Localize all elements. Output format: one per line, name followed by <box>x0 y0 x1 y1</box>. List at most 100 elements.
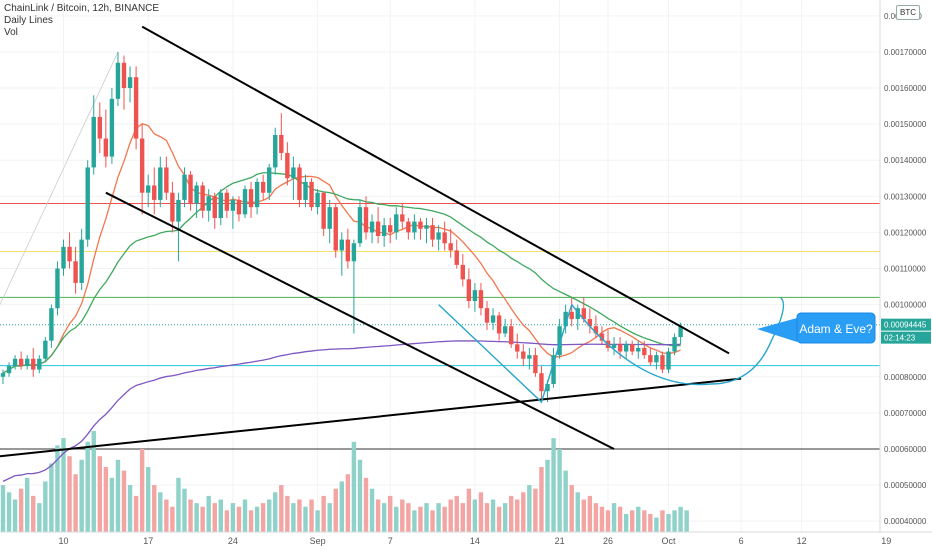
volume-bar <box>369 488 375 532</box>
candle-body <box>484 308 490 323</box>
volume-bar <box>164 499 169 532</box>
candle-body <box>170 192 175 222</box>
candle-body <box>49 308 54 341</box>
candle-body <box>327 207 332 229</box>
candle-body <box>18 358 24 366</box>
indicator-volume[interactable]: Vol <box>4 27 18 38</box>
volume-bar <box>73 474 78 532</box>
volume-bar <box>279 485 284 532</box>
price-tick-label: 0.00100000 <box>884 301 927 310</box>
volume-bar <box>623 513 629 532</box>
volume-bar <box>587 495 593 532</box>
ma-long-line <box>2 172 681 374</box>
volume-bar <box>642 510 647 532</box>
volume-bar <box>91 430 96 532</box>
candle-body <box>436 232 441 240</box>
candle-body <box>12 358 18 366</box>
candle-body <box>630 344 635 352</box>
volume-bar <box>545 459 550 532</box>
candle-body <box>152 185 157 200</box>
volume-bar <box>418 506 423 532</box>
volume-bar <box>521 492 526 532</box>
volume-bar <box>666 513 671 532</box>
candle-body <box>273 134 278 168</box>
time-tick-label: 10 <box>58 536 68 546</box>
candle-body <box>381 225 387 237</box>
volume-bar <box>18 488 24 532</box>
ma-200-line <box>2 340 681 482</box>
volume-bar <box>472 499 478 532</box>
candle-body <box>642 347 647 356</box>
volume-bar <box>248 510 254 532</box>
volume-bar <box>285 495 290 532</box>
candle-body <box>248 189 254 208</box>
adam-v-shape <box>438 304 573 404</box>
volume-bar <box>55 445 60 532</box>
volume-bar <box>303 506 308 532</box>
candle-body <box>260 181 266 193</box>
volume-bar <box>660 510 665 532</box>
candle-body <box>31 358 36 370</box>
candle-body <box>242 189 248 215</box>
volume-bar <box>630 510 635 532</box>
candle-body <box>375 221 381 237</box>
candle-body <box>194 185 199 204</box>
callout-text: Adam & Eve? <box>799 322 873 336</box>
volume-bar <box>478 492 484 532</box>
eve-cup-shape <box>571 296 785 386</box>
candle-body <box>406 221 411 233</box>
candle-body <box>315 192 320 208</box>
candle-body <box>363 207 369 233</box>
volume-bar <box>388 495 393 532</box>
candle-body <box>617 344 623 352</box>
candle-body <box>176 199 181 222</box>
symbol-title: ChainLink / Bitcoin, 12h, BINANCE <box>4 3 160 14</box>
volume-bar <box>146 467 151 532</box>
price-tick-label: 0.00130000 <box>884 192 927 201</box>
volume-bar <box>121 470 127 532</box>
volume-bar <box>12 499 18 532</box>
candle-body <box>321 192 326 229</box>
volume-bar <box>454 495 459 532</box>
volume-bar <box>509 495 514 532</box>
candle-body <box>182 174 187 200</box>
volume-bar <box>79 459 84 532</box>
support-trendline <box>0 377 742 458</box>
volume-bar <box>551 438 556 532</box>
candle-body <box>515 344 520 352</box>
candle-body <box>267 167 272 193</box>
volume-bar <box>242 499 248 532</box>
candle-body <box>418 221 423 229</box>
candle-body <box>569 311 574 320</box>
indicator-daily-lines[interactable]: Daily Lines <box>4 15 53 26</box>
candle-body <box>127 77 133 89</box>
volume-bar <box>25 477 30 532</box>
volume-bar <box>31 495 36 532</box>
time-tick-label: 21 <box>555 536 565 546</box>
price-label-text: 02:14:23 <box>884 334 916 343</box>
currency-badge[interactable]: BTC <box>896 5 920 20</box>
price-label-box <box>881 318 931 331</box>
volume-bar <box>194 503 199 532</box>
volume-bar <box>236 506 242 532</box>
price-tick-label: 0.00170000 <box>884 48 927 57</box>
time-tick-label: Sep <box>310 536 326 546</box>
candle-body <box>648 355 653 363</box>
candle-body <box>400 214 405 222</box>
candle-body <box>279 134 284 153</box>
volume-bar <box>484 503 490 532</box>
volume-bar <box>357 459 363 532</box>
candle-body <box>25 358 30 366</box>
candle-body <box>43 340 48 359</box>
price-label-box <box>881 331 931 344</box>
volume-bar <box>176 477 181 532</box>
candle-body <box>200 185 205 211</box>
volume-bar <box>327 503 332 532</box>
candle-body <box>575 308 580 320</box>
candle-body <box>587 319 593 327</box>
price-tick-label: 0.00060000 <box>884 445 927 454</box>
volume-bar <box>460 503 465 532</box>
candle-body <box>672 337 677 352</box>
volume-bar <box>37 503 42 532</box>
